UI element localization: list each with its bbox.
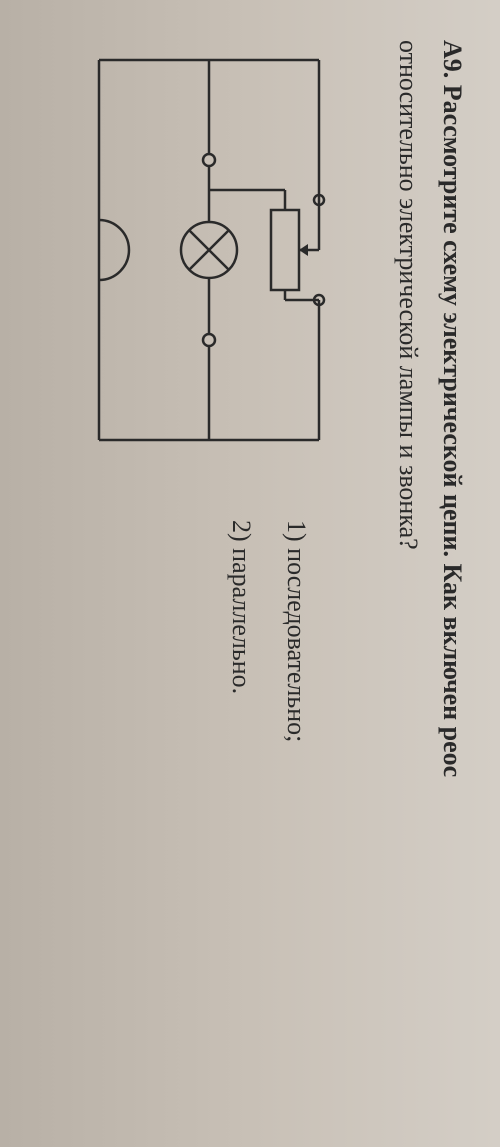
option-1-text: последовательно; — [282, 548, 311, 742]
answer-options: 1) последовательно; 2) параллельно. — [210, 520, 360, 742]
option-2: 2) параллельно. — [218, 520, 265, 742]
option-1-number: 1) — [282, 520, 311, 542]
option-1: 1) последовательно; — [272, 520, 319, 742]
option-2-text: параллельно. — [227, 548, 256, 694]
question-header: А9. Рассмотрите схему электрической цепи… — [434, 40, 470, 1107]
question-line2: относительно электрической лампы и звонк… — [389, 40, 425, 1107]
question-number: А9. — [438, 40, 467, 78]
option-2-number: 2) — [227, 520, 256, 542]
question-line1: Рассмотрите схему электрической цепи. Ка… — [438, 85, 467, 777]
circuit-svg — [79, 40, 359, 460]
circuit-diagram — [79, 40, 359, 460]
